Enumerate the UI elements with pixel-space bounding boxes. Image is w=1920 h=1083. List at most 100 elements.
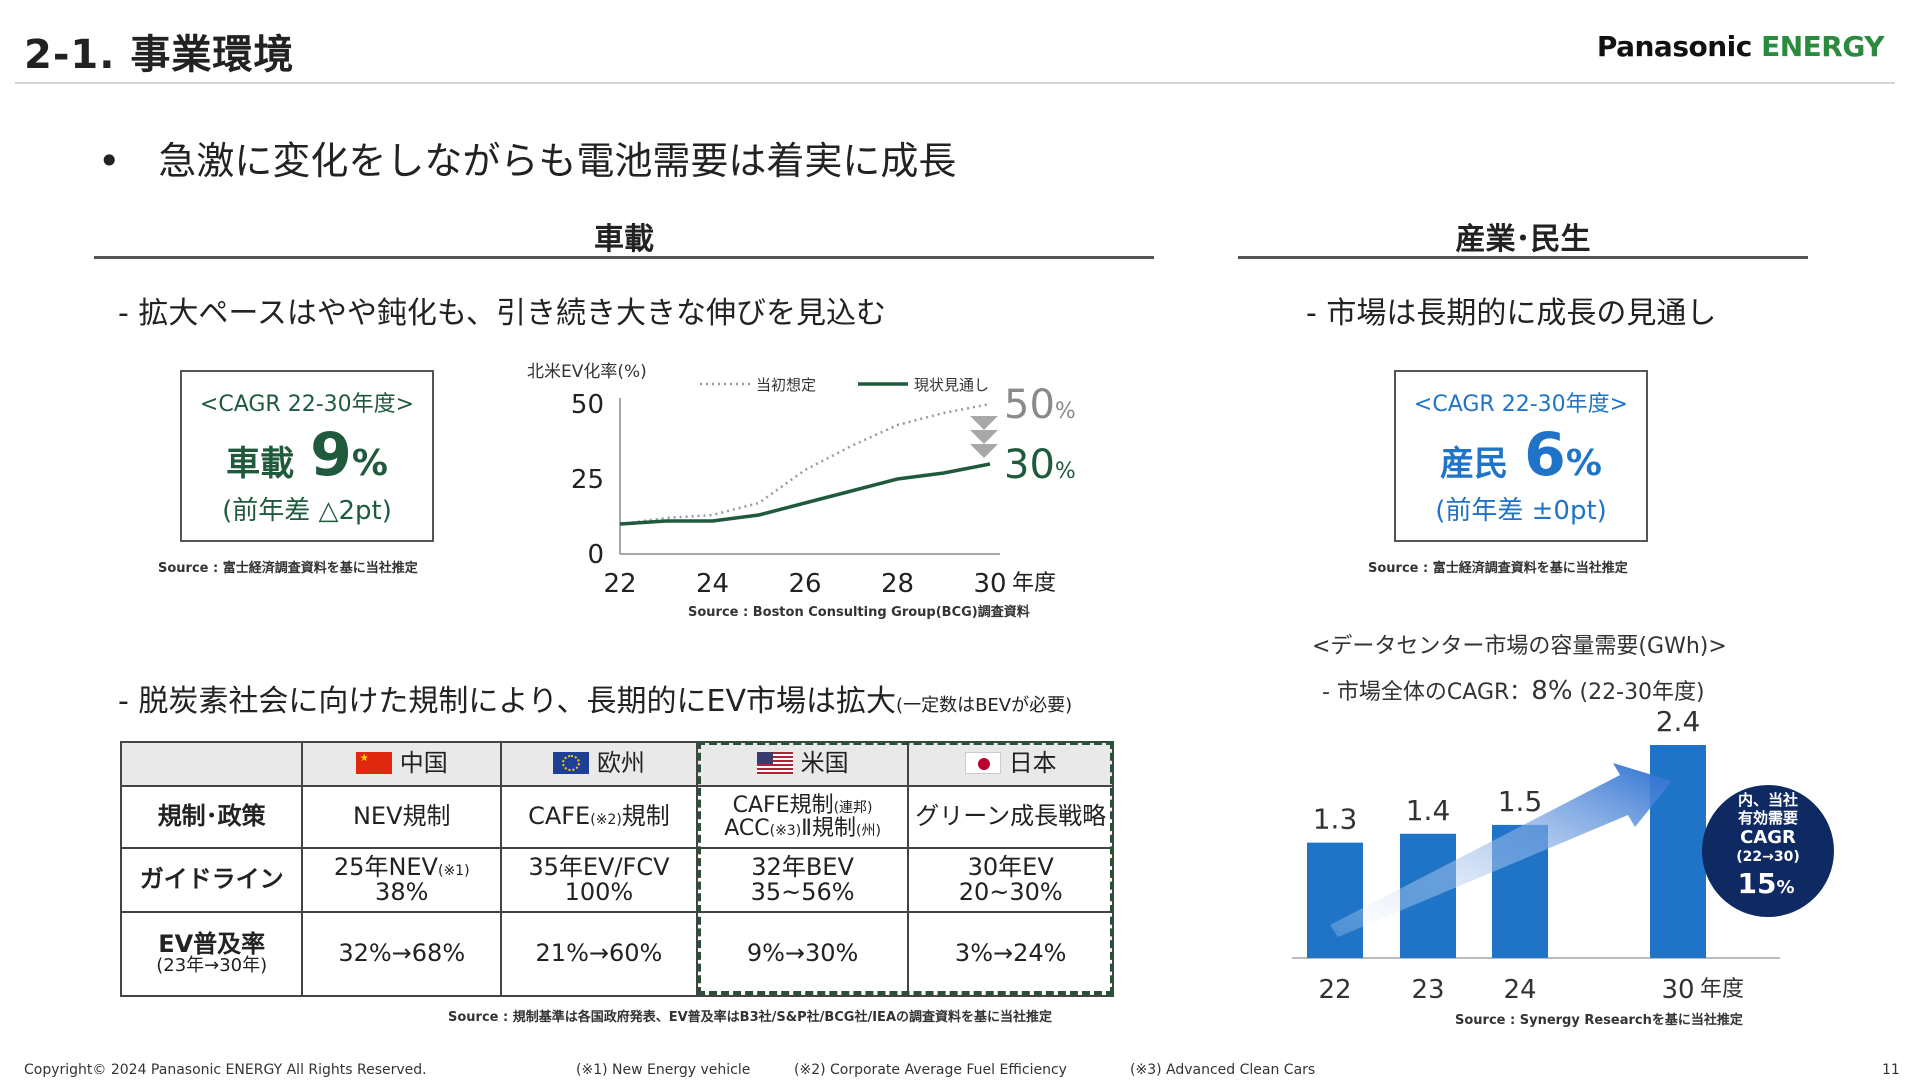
cell-us-policy: CAFE規制(連邦) ACC(※3)Ⅱ規制(州) [695,785,910,849]
bullet-marker: • [98,139,121,183]
badge-text: (22→30) [1736,849,1800,865]
cell-line: 100% [564,878,634,906]
badge-unit: % [1776,877,1794,898]
japan-flag-icon [964,752,1001,775]
footer-copyright: Copyright© 2024 Panasonic ENERGY All Rig… [24,1062,427,1078]
footer-note-1: (※1) New Energy vehicle [576,1062,751,1078]
source-cagr-industrial: Source : 富士経済調査資料を基に当社推定 [1368,561,1628,576]
end-label-unit: % [1055,459,1076,484]
section-rule-industrial [1238,256,1808,259]
badge-text: CAGR [1740,827,1796,848]
bar-value-label: 1.5 [1498,785,1543,818]
cell-line: 32年BEV [751,852,854,881]
cell-eu-ev-rate: 21%→60% [500,911,698,997]
cell-eu-guideline: 35年EV/FCV 100% [500,847,698,913]
auto-subheading-2-note: (一定数はBEVが必要) [896,695,1073,716]
auto-subheading-2: - 脱炭素社会に向けた規制により、長期的にEV市場は拡大(一定数はBEVが必要) [118,676,1072,720]
cell-japan-ev-rate: 3%→24% [907,911,1114,997]
row-header-text: EV普及率 [158,929,266,958]
cagr-unit: % [1565,443,1602,484]
cell-note: (州) [856,823,881,839]
table-row: ガイドライン 25年NEV(※1) 38% 35年EV/FCV 100% 32年… [119,847,1114,913]
cagr-label: 車載 [226,444,295,484]
cagr-caption: <CAGR 22-30年度> [199,392,415,417]
row-header-policy: 規制･政策 [119,785,304,849]
section-heading-industrial: 産業･民生 [1455,222,1591,257]
cagr-box-auto: <CAGR 22-30年度> 車載 9% (前年差 △2pt) [180,370,434,542]
x-tick-label: 22 [603,569,636,599]
down-arrow-icon [970,444,998,458]
bar-22 [1307,842,1363,958]
ev-rate-line-chart: 北米EV化率(%) 0 25 50 22 24 26 28 30 年度 当初想定 現状見通し 50% 30… [527,362,1076,620]
cell-line: ACC(※3)Ⅱ規制(州) [702,817,904,840]
cell-eu-policy: CAFE(※2)規制 [500,785,698,849]
badge-text: 有効需要 [1738,809,1798,827]
cagr-diff: (前年差 △2pt) [222,496,392,526]
cell-china-ev-rate: 32%→68% [301,911,503,997]
source-regulation: Source : 規制基準は各国政府発表、EV普及率はB3社/S&P社/BCG社… [448,1010,1052,1025]
series-line-initial [619,402,991,526]
cagr-box-industrial: <CAGR 22-30年度> 産民 6% (前年差 ±0pt) [1394,370,1648,542]
x-tick-label: 23 [1411,975,1444,1005]
down-arrow-icon [970,416,998,430]
dc-subtitle-prefix: - 市場全体のCAGR： [1322,680,1532,705]
end-label-initial: 50% [1004,382,1076,428]
x-tick-label: 30 [1661,975,1694,1005]
y-tick-label: 0 [587,540,604,570]
cell-line: 30年EV [967,852,1054,881]
x-unit-label: 年度 [1700,977,1744,1002]
x-tick-label: 28 [881,569,914,599]
trend-arrow-icon [1330,763,1672,937]
cell-japan-guideline: 30年EV 20~30% [907,847,1114,913]
datacenter-bar-chart: 1.3 22 1.4 23 1.5 24 2.4 30 年度 内、当社有効需要CAGR(22→30… [1292,705,1834,1028]
cagr-main: 産民 6% [1396,420,1646,490]
dc-subtitle-value: 8% [1531,676,1573,706]
regulation-table: ★ 中国 欧州 米国 日本 規制･政策 NEV規制 CAFE(※2)規制 CAFE… [119,741,1114,997]
cell-china-guideline: 25年NEV(※1) 38% [301,847,503,913]
badge-text: 内、当社 [1738,791,1798,809]
cell-line: CAFE規制(連邦) [702,794,904,817]
cell-sup: (※1) [437,862,470,879]
x-tick-label: 26 [788,569,821,599]
cell-line: 35~56% [750,878,855,906]
dc-subtitle-suffix: (22-30年度) [1579,680,1705,705]
cell-japan-policy: グリーン成長戦略 [907,785,1114,849]
cell-line: 35年EV/FCV [528,852,670,881]
footer-note-3: (※3) Advanced Clean Cars [1130,1062,1316,1078]
x-tick-label: 30 [973,569,1006,599]
bar-value-label: 1.4 [1406,794,1451,827]
cell-text: 規制 [621,802,670,831]
column-header-us: 米国 [695,741,910,787]
chart-source: Source : Synergy Researchを基に当社推定 [1455,1012,1743,1028]
dc-chart-subtitle: - 市場全体のCAGR：8% (22-30年度) [1322,674,1705,706]
end-label-current: 30% [1004,442,1076,488]
cagr-caption: <CAGR 22-30年度> [1413,392,1629,417]
page-title: 2-1. 事業環境 [24,32,295,78]
cagr-main: 車載 9% [182,420,432,490]
industrial-subheading: - 市場は長期的に成長の見通し [1306,296,1717,331]
section-rule-auto [94,256,1154,259]
cell-line: 20~30% [958,878,1063,906]
x-unit-label: 年度 [1012,571,1056,596]
cagr-value: 6 [1524,420,1566,490]
chart-source: Source : Boston Consulting Group(BCG)調査資… [688,604,1030,620]
cagr-unit: % [351,443,388,484]
dc-chart-title: <データセンター市場の容量需要(GWh)> [1312,634,1727,659]
cagr-label: 産民 [1440,444,1509,484]
auto-subheading-1: - 拡大ペースはやや鈍化も、引き続き大きな伸びを見込む [118,296,886,331]
down-arrow-icon [970,430,998,444]
headline-bullet: • 急激に変化をしながらも電池需要は着実に成長 [98,130,956,185]
column-header-eu: 欧州 [500,741,698,787]
eu-flag-icon [552,752,589,775]
cell-sup: (※3) [769,823,802,839]
column-header-china: ★ 中国 [301,741,503,787]
logo-panasonic-text: Panasonic [1596,30,1753,63]
legend-label: 当初想定 [756,376,816,394]
bar-value-label: 1.3 [1313,803,1358,836]
china-flag-icon: ★ [355,752,392,775]
cell-line: 38% [375,878,429,906]
cell-text: 25年NEV [333,852,438,881]
table-row: 規制･政策 NEV規制 CAFE(※2)規制 CAFE規制(連邦) ACC(※3… [119,785,1114,849]
cell-us-guideline: 32年BEV 35~56% [695,847,910,913]
cell-line: 25年NEV(※1) [307,852,496,881]
